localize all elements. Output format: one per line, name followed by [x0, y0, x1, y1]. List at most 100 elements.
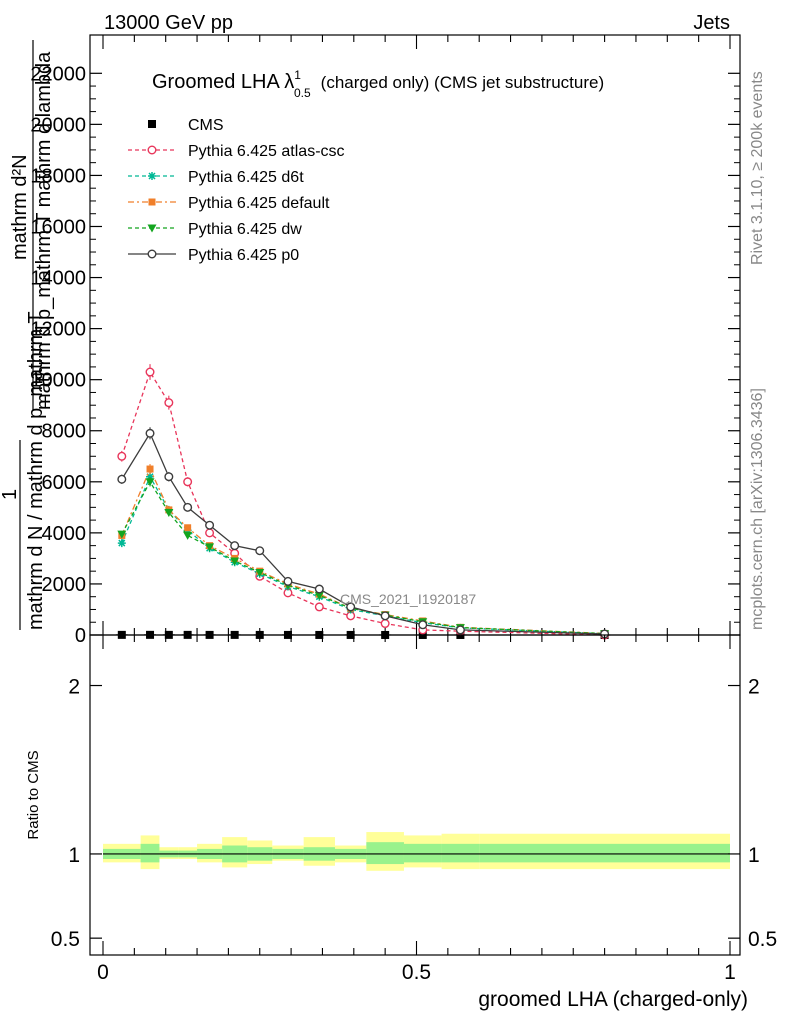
legend-label: Pythia 6.425 default: [188, 195, 330, 212]
data-point: [205, 543, 215, 552]
main-y-ticks: 0 2000 4000 6000 8000 10000 12000 14000 16000 180…: [30, 63, 740, 647]
data-point: [117, 474, 127, 484]
data-point: [346, 602, 356, 612]
data-point: [147, 249, 157, 259]
data-point: [146, 465, 154, 473]
series-pythia-6-425-d6t: [117, 471, 609, 638]
data-point: [418, 620, 428, 630]
legend-entry: Pythia 6.425 dw: [128, 221, 302, 238]
data-point: [148, 198, 156, 206]
rivet-version-label: Rivet 3.1.10, ≥ 200k events: [749, 71, 766, 265]
main-y-tick-label: 14000: [30, 268, 86, 290]
main-y-tick-label: 8000: [42, 421, 87, 443]
main-y-tick-label: 16000: [30, 216, 86, 238]
x-tick-label: 1: [724, 961, 736, 984]
ratio-ticks: 0.5 0.5 1 1 2 2 0 0.5 1: [51, 635, 777, 984]
series-line: [121, 480, 605, 635]
series-line: [121, 431, 605, 635]
series-line: [121, 467, 605, 635]
ratio-y-tick-label: 1: [68, 844, 80, 867]
data-point: [117, 539, 126, 548]
data-point: [183, 477, 193, 487]
data-point: [380, 611, 390, 621]
main-y-tick-label: 0: [75, 625, 86, 647]
data-point: [146, 472, 155, 481]
data-point: [147, 224, 157, 233]
data-point: [183, 531, 193, 540]
legend-label: Pythia 6.425 dw: [188, 221, 302, 238]
data-point: [164, 508, 174, 517]
data-point: [205, 528, 215, 538]
ratio-bands: [103, 832, 730, 871]
x-tick-label: 0: [97, 961, 109, 984]
data-point: [147, 145, 157, 155]
data-point: [183, 502, 193, 512]
data-point: [283, 576, 293, 586]
main-y-tick-label: 18000: [30, 165, 86, 187]
y-label-one: 1: [0, 489, 21, 500]
data-point: [184, 524, 192, 532]
legend-entry: Pythia 6.425 default: [128, 195, 330, 212]
main-y-tick-label: 4000: [42, 523, 87, 545]
main-plot: 0 2000 4000 6000 8000 10000 12000 14000 16000 180…: [30, 34, 741, 647]
ratio-y-tick-label-right: 0.5: [748, 928, 777, 951]
data-point: [117, 451, 127, 461]
legend-label: Pythia 6.425 atlas-csc: [188, 143, 345, 160]
data-point: [255, 546, 265, 556]
ratio-inner-band: [140, 843, 160, 863]
data-point: [230, 541, 240, 551]
ratio-y-tick-label: 2: [68, 676, 80, 699]
legend-entry: Pythia 6.425 d6t: [128, 169, 304, 186]
data-point: [255, 568, 265, 577]
legend-entry: CMS: [148, 117, 224, 134]
ratio-inner-band: [366, 842, 404, 865]
ratio-y-tick-label-right: 2: [748, 676, 760, 699]
data-point: [148, 120, 156, 128]
data-point: [148, 172, 156, 180]
y-label-numerator-d2n: mathrm d²N: [9, 154, 31, 260]
series-pythia-6-425-dw: [117, 477, 610, 639]
legend: CMS Pythia 6.425 atlas-csc Pythia 6.425 d6…: [128, 117, 345, 264]
main-y-tick-label: 6000: [42, 472, 87, 494]
legend-label: Pythia 6.425 d6t: [188, 169, 304, 186]
data-point: [145, 367, 155, 377]
data-point: [117, 530, 127, 539]
data-point: [164, 472, 174, 482]
series-pythia-6-425-p0: [117, 427, 610, 639]
main-y-tick-label: 20000: [30, 114, 86, 136]
category-label: Jets: [693, 12, 730, 34]
data-point: [380, 619, 390, 629]
legend-entry: Pythia 6.425 p0: [128, 247, 299, 264]
mcplots-source-label: mcplots.cern.ch [arXiv:1306.3436]: [749, 388, 766, 630]
main-y-axis-label: mathrm d²N mathrm d p_mathrm T mathrm d …: [0, 40, 55, 630]
x-axis-label: groomed LHA (charged-only): [478, 988, 748, 1011]
y-label-denominator-dptdlambda: mathrm d p_mathrm T mathrm d lambda: [33, 51, 55, 410]
data-point: [164, 398, 174, 408]
ratio-y-axis-label: Ratio to CMS: [25, 750, 42, 839]
main-y-tick-label: 12000: [30, 319, 86, 341]
ratio-inner-band: [441, 843, 480, 863]
data-point: [314, 584, 324, 594]
ratio-plot-frame: [89, 634, 741, 956]
legend-label: CMS: [188, 117, 224, 134]
data-point: [205, 520, 215, 530]
energy-label: 13000 GeV pp: [104, 12, 233, 34]
data-point: [145, 428, 155, 438]
ratio-inner-band: [403, 843, 442, 863]
data-point: [145, 478, 155, 487]
ratio-plot: 0.5 0.5 1 1 2 2 0 0.5 1 Ratio to CMS groomed LHA…: [25, 634, 777, 1011]
data-point: [230, 557, 240, 566]
main-y-tick-label: 2000: [42, 574, 87, 596]
main-y-tick-label: 10000: [30, 370, 86, 392]
series-line: [121, 370, 605, 636]
legend-label: Pythia 6.425 p0: [188, 247, 299, 264]
data-point: [314, 591, 324, 600]
ratio-y-tick-label: 0.5: [51, 928, 80, 951]
data-point: [314, 602, 324, 612]
ratio-y-tick-label-right: 1: [748, 844, 760, 867]
legend-entry: Pythia 6.425 atlas-csc: [128, 143, 345, 160]
x-tick-label: 0.5: [402, 961, 431, 984]
y-label-prefactor-denominator: mathrm d N / mathrm d p_mathrm T: [25, 311, 47, 630]
ratio-inner-band: [479, 843, 730, 863]
